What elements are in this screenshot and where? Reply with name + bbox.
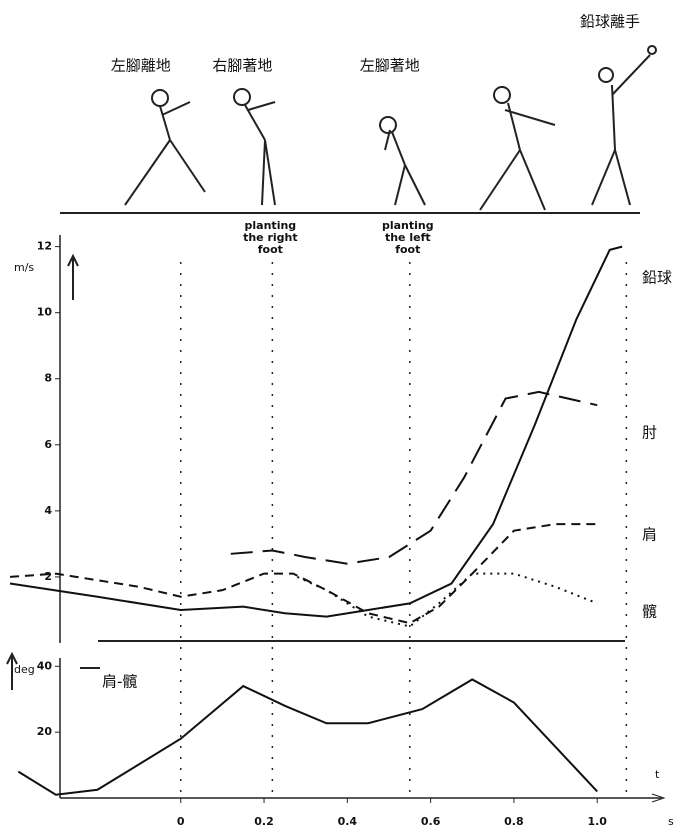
series-label: 髖 <box>642 603 657 621</box>
y-tick-label: 20 <box>37 725 53 738</box>
x-label: t <box>655 768 660 781</box>
event-label: foot <box>258 243 283 256</box>
x-unit: s <box>668 815 674 828</box>
series-label: 肘 <box>642 424 657 442</box>
y-unit: deg <box>14 663 35 676</box>
series-line <box>231 392 597 564</box>
y-tick-label: 2 <box>44 570 52 583</box>
figure: m/s24681012左腳離地plantingthe rightfoot右腳著地… <box>0 0 688 829</box>
event-label-zh: 左腳離地 <box>111 57 171 75</box>
y-tick-label: 4 <box>44 504 52 517</box>
event-label-zh: 鉛球離手 <box>580 13 640 31</box>
y-tick-label: 6 <box>44 438 52 451</box>
series-line <box>10 247 622 617</box>
y-unit: m/s <box>14 261 34 274</box>
series-label: 鉛球 <box>642 269 672 287</box>
series-line <box>297 574 597 627</box>
x-tick-label: 0.6 <box>421 815 441 828</box>
event-label-zh: 右腳著地 <box>212 57 272 75</box>
y-tick-label: 12 <box>37 240 52 253</box>
event-label: foot <box>395 243 420 256</box>
y-tick-label: 10 <box>37 306 53 319</box>
series-label: 肩 <box>642 526 657 544</box>
series-line <box>18 679 597 794</box>
event-label-zh: 左腳著地 <box>360 57 420 75</box>
x-tick-label: 0.4 <box>338 815 358 828</box>
x-tick-label: 0.8 <box>504 815 524 828</box>
series-line <box>10 524 597 623</box>
x-tick-label: 0.2 <box>254 815 274 828</box>
series-label: 肩-髖 <box>102 673 137 691</box>
x-tick-label: 0 <box>177 815 185 828</box>
y-tick-label: 40 <box>37 659 53 672</box>
y-tick-label: 8 <box>44 372 52 385</box>
x-tick-label: 1.0 <box>587 815 607 828</box>
